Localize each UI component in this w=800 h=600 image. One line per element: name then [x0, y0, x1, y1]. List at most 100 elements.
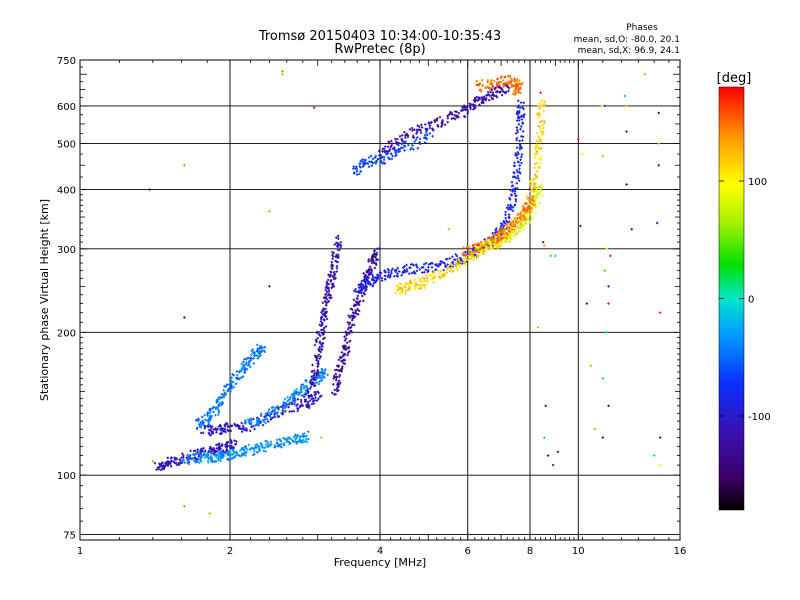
x-axis: 1 2 4 6 8 10 16 [77, 60, 686, 557]
data-point [357, 309, 361, 313]
data-point [257, 450, 261, 453]
data-point [500, 232, 504, 235]
data-point [504, 216, 507, 220]
data-point [494, 244, 497, 247]
data-point [228, 449, 232, 453]
data-point [431, 135, 434, 138]
data-point [220, 444, 224, 447]
data-point [279, 439, 283, 443]
data-point [203, 456, 207, 459]
data-point [371, 162, 375, 165]
data-point [347, 314, 350, 317]
data-point [291, 439, 295, 442]
data-point [209, 426, 213, 429]
data-point [324, 325, 328, 328]
data-point [538, 106, 541, 110]
data-point [349, 307, 353, 311]
data-point [316, 336, 320, 340]
data-point [413, 278, 416, 282]
data-point [554, 254, 557, 257]
data-point [533, 156, 537, 160]
data-point [232, 373, 235, 377]
data-point [424, 268, 427, 271]
data-point [425, 131, 428, 134]
data-point [255, 421, 258, 424]
data-point [541, 124, 545, 127]
data-point [208, 424, 212, 427]
data-point [214, 460, 217, 463]
data-point [421, 271, 424, 274]
data-point [455, 110, 458, 114]
data-point [230, 424, 234, 427]
data-point [464, 263, 468, 266]
data-point [379, 271, 383, 275]
data-point [300, 403, 303, 406]
data-point [487, 239, 490, 242]
data-point [331, 257, 334, 260]
data-point [453, 113, 457, 117]
data-point [337, 358, 341, 362]
data-point [397, 144, 400, 147]
data-point [247, 360, 251, 363]
data-point [475, 96, 478, 99]
data-point [321, 328, 325, 331]
data-point [509, 222, 513, 225]
data-point [431, 262, 434, 265]
data-point [514, 203, 517, 206]
data-point [367, 276, 370, 280]
data-point [210, 451, 213, 455]
data-point [455, 254, 459, 258]
data-point [367, 258, 370, 261]
data-point [500, 93, 504, 97]
data-point [415, 132, 418, 135]
data-point [401, 134, 404, 137]
data-point [238, 377, 241, 381]
data-point [198, 461, 201, 464]
data-point [344, 346, 347, 350]
data-point [183, 316, 186, 319]
data-point [389, 152, 393, 155]
data-point [275, 438, 279, 442]
data-point [524, 218, 527, 221]
data-point [332, 377, 335, 380]
data-point [217, 404, 221, 407]
data-point [219, 423, 222, 427]
data-point [658, 311, 662, 314]
data-point [219, 401, 222, 405]
data-point [233, 456, 236, 459]
data-point [313, 399, 317, 402]
data-point [431, 127, 434, 131]
data-point [518, 79, 521, 82]
data-point [293, 389, 296, 392]
data-point [357, 283, 360, 286]
data-point [335, 270, 338, 273]
data-point [395, 153, 398, 157]
chart-title: Tromsø 20150403 10:34:00-10:35:43 [258, 29, 501, 44]
data-point [609, 254, 612, 257]
data-point [223, 391, 227, 394]
data-point [296, 441, 299, 444]
data-point [247, 356, 250, 360]
data-point [337, 234, 340, 238]
data-point [217, 446, 220, 449]
data-point [500, 223, 504, 226]
data-point [391, 142, 394, 145]
data-point [461, 106, 464, 110]
data-point [286, 396, 289, 399]
data-point [485, 94, 488, 97]
data-point [214, 407, 218, 411]
data-point [320, 316, 323, 319]
data-point [267, 420, 270, 423]
data-point [284, 403, 287, 407]
data-point [322, 372, 326, 376]
data-point [492, 241, 496, 244]
data-point [538, 157, 541, 161]
data-point [486, 248, 489, 251]
data-point [421, 280, 424, 283]
data-point [387, 274, 390, 277]
data-point [270, 443, 273, 446]
data-point [358, 303, 361, 307]
data-point [181, 452, 184, 455]
data-point [520, 125, 523, 128]
data-point [340, 370, 343, 373]
